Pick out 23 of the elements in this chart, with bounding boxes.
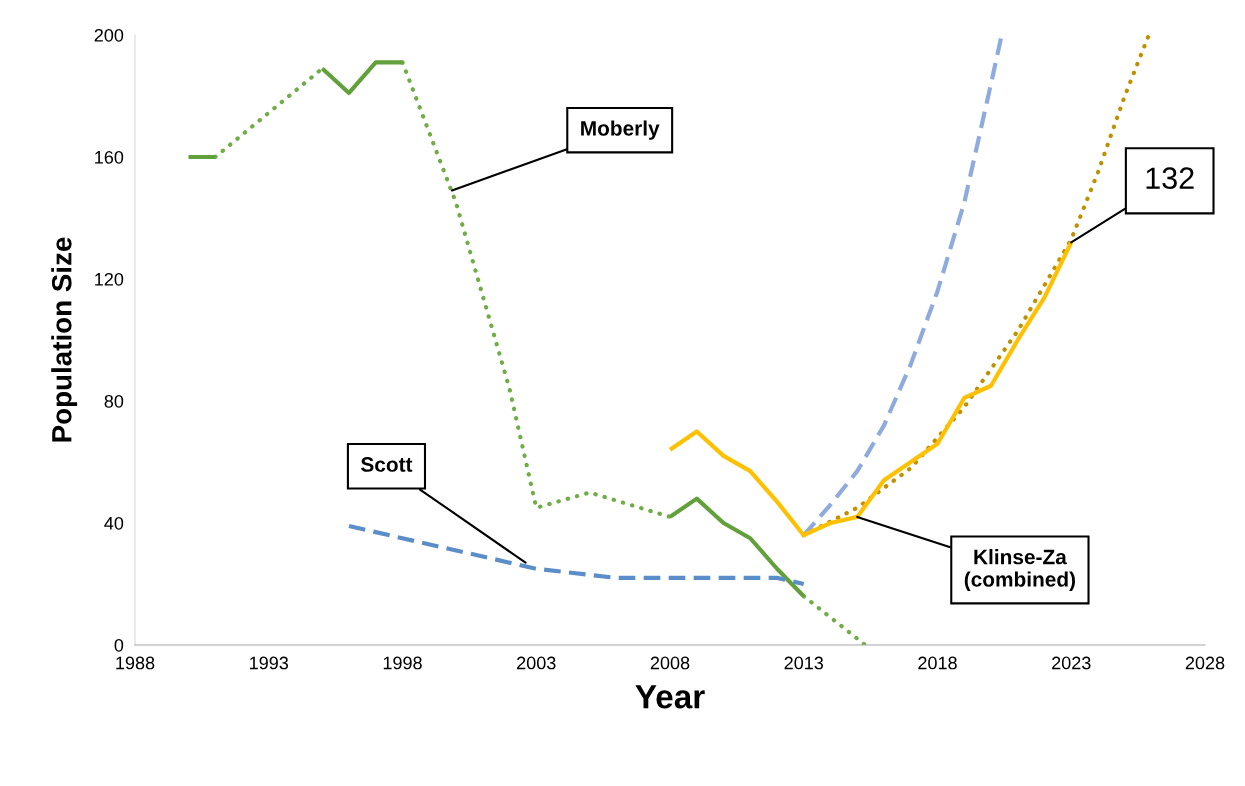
x-tick-label: 2018 (918, 656, 957, 670)
x-tick-label: 2003 (517, 656, 556, 670)
y-tick-label: 80 (104, 394, 124, 408)
x-tick-label: 1988 (116, 656, 155, 670)
x-tick-label: 2023 (1052, 656, 1091, 670)
x-tick-label: 2028 (1185, 656, 1225, 670)
y-tick-label: 40 (104, 516, 124, 530)
y-tick-label: 160 (95, 150, 124, 164)
x-tick-label: 2008 (650, 656, 690, 670)
y-tick-label: 120 (95, 272, 124, 286)
line-series (346, 523, 806, 587)
annotation: Moberly (581, 120, 660, 140)
x-tick-label: 1998 (383, 656, 422, 670)
y-axis-title: Population Size (51, 237, 78, 442)
line-series (667, 240, 1074, 538)
annotation: Scott (361, 457, 413, 472)
annotation: Klinse-Za (combined) (964, 549, 1075, 591)
y-tick-label: 0 (114, 638, 124, 652)
x-axis-title: Year (635, 685, 705, 709)
x-tick-label: 2013 (784, 656, 824, 670)
x-tick-label: 1993 (250, 656, 289, 670)
y-tick-label: 200 (94, 28, 124, 42)
annotation: 132 (1146, 167, 1194, 189)
